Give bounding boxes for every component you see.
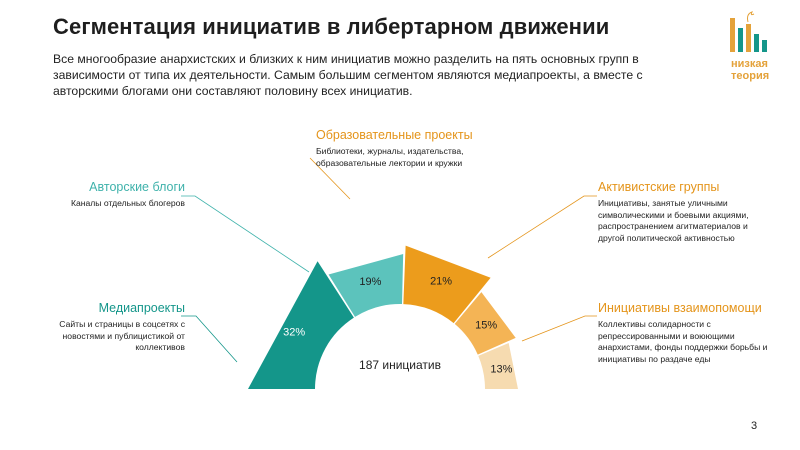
segment-label-education: 21% bbox=[430, 275, 452, 287]
leader-line-mutual-aid bbox=[521, 315, 597, 342]
segment-label-activism: 15% bbox=[475, 319, 497, 331]
page-title: Сегментация инициатив в либертарном движ… bbox=[53, 14, 610, 39]
segment-blogs bbox=[328, 254, 404, 317]
leader-line-activism bbox=[487, 195, 597, 259]
annotation-blogs-title: Авторские блоги bbox=[89, 180, 185, 194]
annotation-education: Образовательные проекты Библиотеки, журн… bbox=[316, 128, 491, 169]
annotation-media-title: Медиапроекты bbox=[98, 301, 185, 315]
segment-mutual-aid bbox=[478, 342, 518, 389]
annotation-media-desc: Сайты и страницы в соцсетях с новостями … bbox=[59, 319, 185, 352]
annotation-mutual-aid: Инициативы взаимопомощи Коллективы солид… bbox=[598, 301, 778, 365]
leader-line-media bbox=[181, 315, 238, 363]
center-total-label: 187 инициатив bbox=[359, 358, 441, 372]
annotation-mutual-aid-title: Инициативы взаимопомощи bbox=[598, 301, 762, 315]
annotation-blogs: Авторские блоги Каналы отдельных блогеро… bbox=[20, 180, 185, 210]
annotation-blogs-desc: Каналы отдельных блогеров bbox=[70, 198, 185, 208]
logo-bars-icon bbox=[730, 11, 767, 52]
logo-text-line2: теория bbox=[731, 70, 770, 82]
leader-line-blogs bbox=[181, 195, 310, 273]
segment-label-mutual-aid: 13% bbox=[490, 363, 512, 375]
annotation-activism-title: Активистские группы bbox=[598, 180, 720, 194]
leader-line-education bbox=[309, 157, 351, 200]
annotation-mutual-aid-desc: Коллективы солидарности с репрессированн… bbox=[598, 319, 768, 364]
annotation-media: Медиапроекты Сайты и страницы в соцсетях… bbox=[20, 301, 185, 354]
page-number: 3 bbox=[751, 420, 758, 432]
segment-label-blogs: 19% bbox=[359, 276, 381, 288]
annotation-education-title: Образовательные проекты bbox=[316, 128, 473, 142]
logo-text: низкая теория bbox=[731, 58, 791, 82]
segment-education bbox=[403, 245, 491, 324]
segment-activism bbox=[454, 292, 516, 355]
page-subtitle: Все многообразие анархистских и близких … bbox=[53, 52, 643, 98]
logo-text-line1: низкая bbox=[731, 58, 768, 70]
segment-media bbox=[248, 261, 354, 389]
annotation-education-desc: Библиотеки, журналы, издательства, образ… bbox=[316, 146, 464, 168]
annotation-activism: Активистские группы Инициативы, занятые … bbox=[598, 180, 773, 244]
annotation-activism-desc: Инициативы, занятые уличными символическ… bbox=[598, 198, 749, 243]
segment-label-media: 32% bbox=[283, 326, 305, 338]
